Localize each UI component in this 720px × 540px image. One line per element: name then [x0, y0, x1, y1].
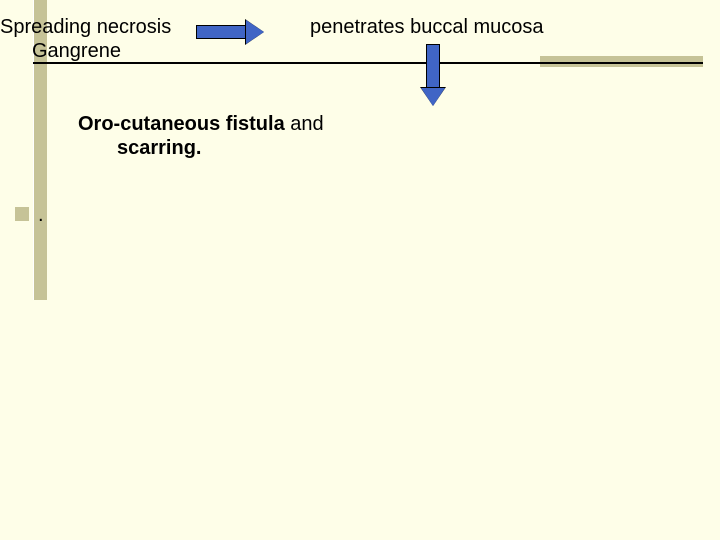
bullet-square-icon: [15, 207, 29, 221]
text-oro-cutaneous: Oro-cutaneous fistula and: [78, 112, 324, 136]
text-spreading-necrosis: Spreading necrosis: [0, 15, 171, 39]
bullet-text-dot: .: [38, 203, 44, 227]
text-oro-cutaneous-rest: and: [285, 113, 324, 135]
text-gangrene: Gangrene: [32, 39, 121, 63]
text-scarring: scarring.: [117, 136, 201, 160]
title-underline: [33, 62, 703, 64]
text-oro-cutaneous-bold: Oro-cutaneous fistula: [78, 113, 285, 135]
text-penetrates-buccal: penetrates buccal mucosa: [310, 15, 543, 39]
